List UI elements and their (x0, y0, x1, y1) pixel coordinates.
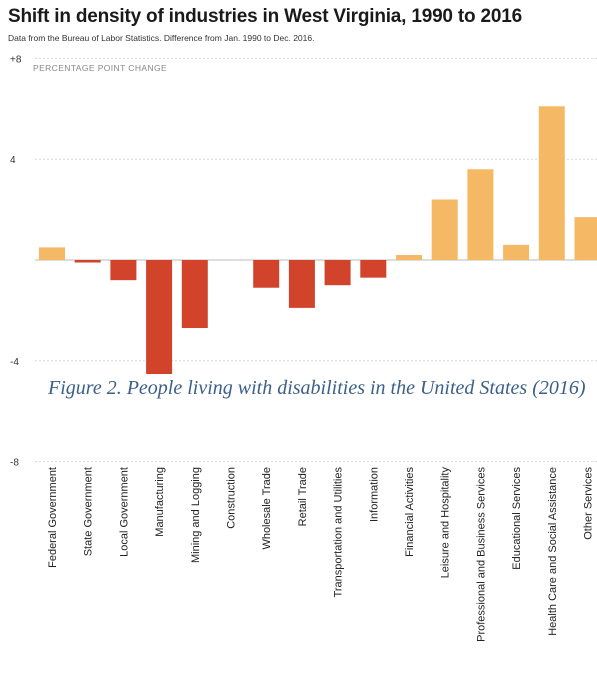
x-tick-label: Wholesale Trade (261, 467, 273, 550)
bar (110, 260, 137, 281)
bar (181, 260, 208, 329)
y-tick-label: 4 (10, 155, 16, 166)
bar (396, 254, 422, 260)
x-tick-label: State Government (83, 467, 95, 556)
bar (503, 244, 530, 260)
x-tick-label: Retail Trade (297, 467, 309, 526)
x-tick-label: Local Government (118, 467, 130, 557)
chart-title: Shift in density of industries in West V… (8, 6, 522, 27)
chart-subtitle: Data from the Bureau of Labor Statistics… (8, 33, 315, 43)
x-tick-label: Educational Services (511, 467, 523, 570)
x-tick-label: Transportation and Utilities (333, 467, 345, 598)
bar (538, 106, 565, 260)
bar (253, 260, 280, 288)
y-axis-ticks: +8 4 -4 -8 (10, 54, 22, 468)
bars (39, 106, 597, 376)
x-axis-labels: Federal Government State Government Local … (47, 467, 595, 642)
y-tick-label: -4 (10, 357, 19, 368)
bar (574, 217, 597, 260)
x-tick-label: Mining and Logging (190, 467, 202, 563)
x-tick-label: Leisure and Hospitality (440, 467, 452, 579)
bar (146, 260, 173, 376)
x-tick-label: Federal Government (47, 467, 59, 568)
bar (431, 199, 458, 260)
y-tick-label: +8 (10, 54, 22, 65)
y-tick-label: -8 (10, 458, 19, 469)
x-tick-label: Financial Activities (404, 467, 416, 557)
x-tick-label: Manufacturing (154, 467, 166, 537)
bar (324, 260, 351, 286)
x-tick-label: Information (368, 467, 380, 522)
bar (74, 260, 101, 263)
x-tick-label: Construction (226, 467, 238, 529)
bar (467, 169, 494, 260)
x-tick-label: Other Services (583, 467, 595, 540)
bar (288, 260, 315, 308)
bar (360, 260, 387, 278)
x-tick-label: Health Care and Social Assistance (547, 467, 559, 636)
y-axis-label: PERCENTAGE POINT CHANGE (33, 63, 167, 73)
x-tick-label: Professional and Business Services (475, 467, 487, 642)
bar (39, 247, 65, 260)
figure-caption: Figure 2. People living with disabilitie… (48, 374, 588, 403)
